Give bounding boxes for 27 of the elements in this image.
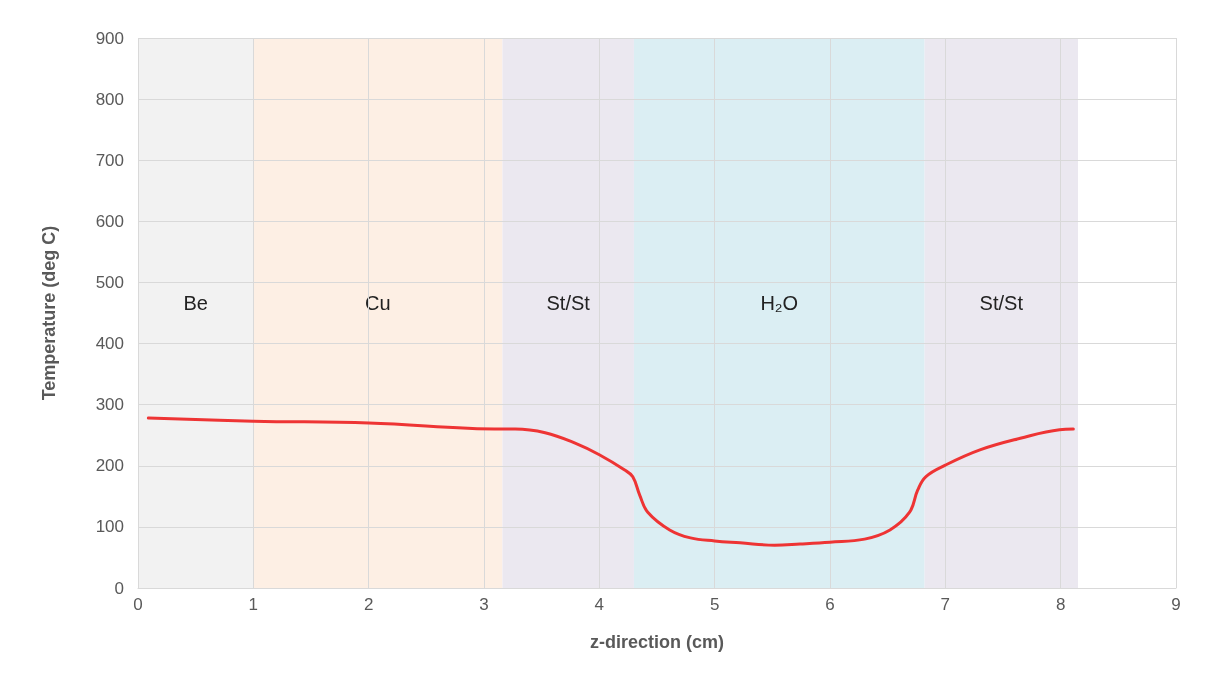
y-tick-label: 600 — [95, 211, 124, 231]
band-label: St/St — [546, 292, 591, 314]
y-tick-label: 0 — [114, 578, 124, 598]
band-label: St/St — [979, 292, 1024, 314]
x-axis-title: z-direction (cm) — [589, 632, 725, 652]
x-tick-label: 7 — [940, 595, 951, 614]
x-tick-label: 4 — [594, 595, 605, 614]
y-tick-label: 700 — [95, 150, 124, 170]
x-tick-label: 6 — [825, 595, 835, 614]
y-tick-label: 500 — [95, 272, 124, 292]
y-tick-label: 900 — [95, 28, 124, 48]
x-tick-label: 1 — [248, 595, 259, 614]
band-label: H₂O — [760, 292, 799, 314]
y-tick-label: 200 — [95, 456, 124, 476]
x-tick-label: 8 — [1055, 595, 1066, 614]
line-series — [146, 416, 1075, 547]
band-label: Be — [183, 292, 208, 314]
y-tick-label: 400 — [95, 334, 124, 354]
x-tick-label: 0 — [133, 595, 143, 614]
y-axis-title: Temperature (deg C) — [39, 225, 59, 401]
y-tick-label: 800 — [95, 89, 124, 109]
x-tick-label: 2 — [363, 595, 374, 614]
y-tick-label: 300 — [95, 395, 124, 415]
y-tick-label: 100 — [95, 517, 124, 537]
x-tick-label: 3 — [479, 595, 489, 614]
x-tick-label: 5 — [709, 595, 720, 614]
x-tick-label: 9 — [1171, 595, 1181, 614]
